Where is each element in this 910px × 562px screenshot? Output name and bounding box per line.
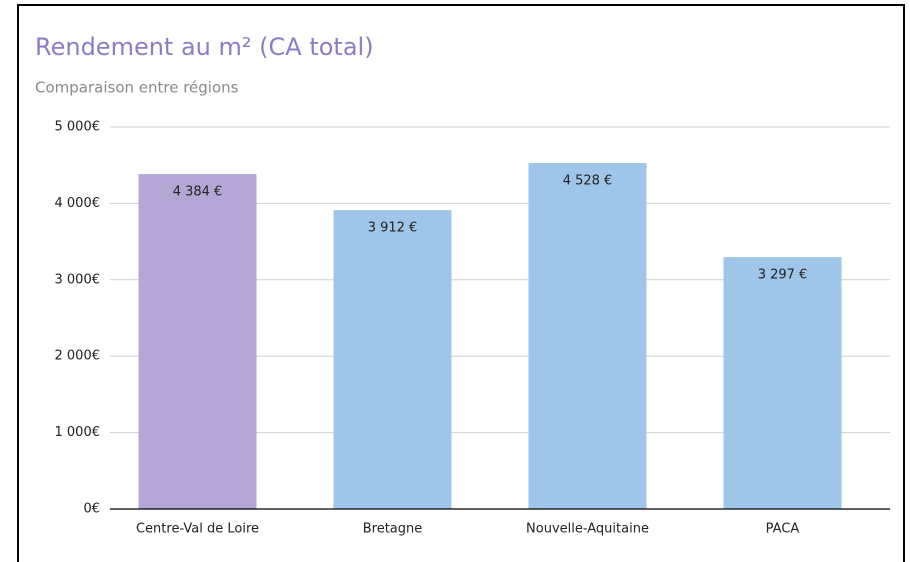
y-tick-label: 4 000€ — [55, 196, 101, 211]
y-tick-label: 3 000€ — [55, 272, 101, 287]
bar — [528, 163, 647, 510]
value-label: 4 528 € — [563, 174, 613, 189]
frame — [17, 4, 905, 562]
x-tick-label: Centre-Val de Loire — [136, 522, 259, 537]
y-tick-label: 2 000€ — [55, 349, 101, 364]
value-label: 4 384 € — [173, 185, 223, 200]
y-tick-label: 5 000€ — [55, 120, 101, 135]
bar — [723, 257, 842, 509]
value-label: 3 912 € — [368, 221, 418, 236]
y-tick-label: 0€ — [83, 502, 100, 517]
x-tick-label: Nouvelle-Aquitaine — [526, 522, 649, 537]
x-tick-label: Bretagne — [363, 522, 423, 537]
bar — [138, 174, 257, 510]
y-tick-label: 1 000€ — [55, 425, 101, 440]
bar — [333, 210, 452, 509]
chart-title: Rendement au m² (CA total) — [35, 33, 374, 61]
chart-subtitle: Comparaison entre régions — [35, 79, 239, 97]
x-tick-label: PACA — [766, 522, 800, 537]
value-label: 3 297 € — [758, 268, 808, 283]
